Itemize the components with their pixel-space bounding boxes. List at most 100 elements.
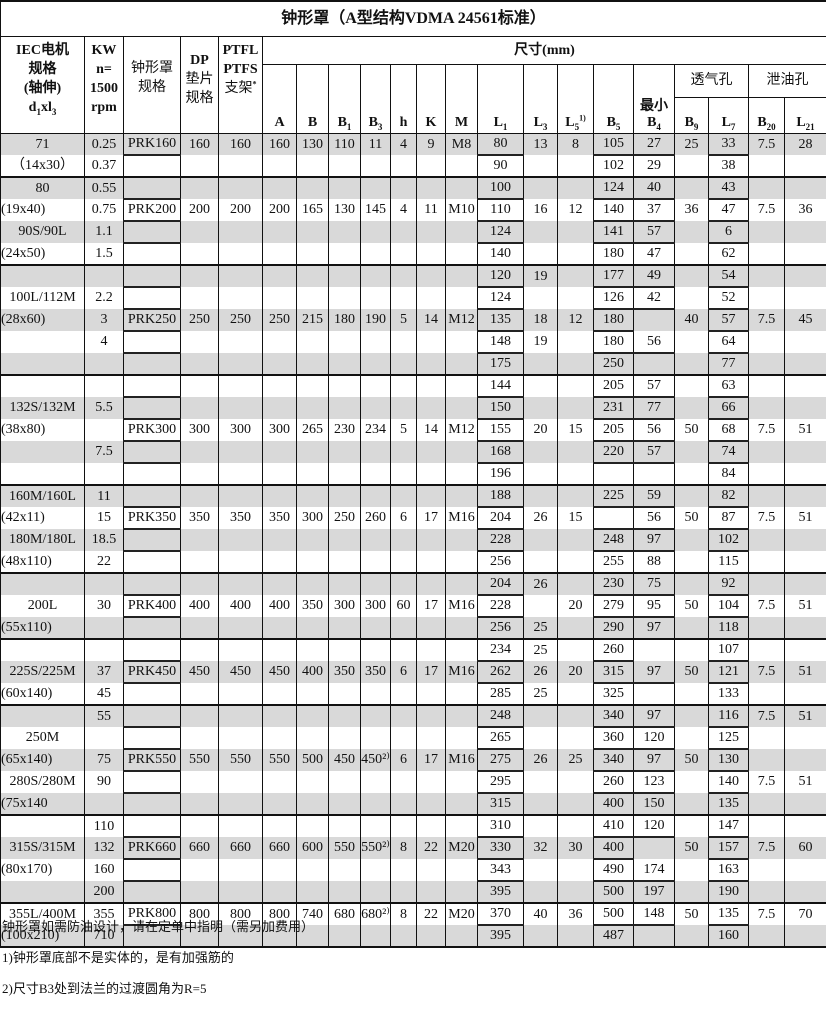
cell-b20 [749, 529, 785, 551]
cell-b9 [675, 485, 709, 507]
cell-kw: 2.2 [85, 287, 124, 309]
table-title: 钟形罩（A型结构VDMA 24561标准） [1, 1, 826, 37]
cell-b [297, 375, 329, 397]
cell-a: 300 [263, 419, 297, 441]
cell-l3: 25 [524, 683, 558, 705]
cell-dp [181, 815, 219, 837]
cell-m [446, 243, 478, 265]
header-bell-housing: 钟形罩规格 [124, 37, 181, 134]
cell-bell-housing [124, 177, 181, 199]
cell-b9 [675, 155, 709, 177]
cell-l3 [524, 287, 558, 309]
cell-h [391, 683, 417, 705]
cell-l3: 20 [524, 419, 558, 441]
cell-b3 [361, 815, 391, 837]
cell-bell-housing [124, 287, 181, 309]
cell-b4: 57 [634, 221, 675, 243]
cell-l7: 63 [709, 375, 749, 397]
cell-dp [181, 177, 219, 199]
cell-kw: 0.75 [85, 199, 124, 221]
cell-l21: 51 [785, 507, 826, 529]
cell-l5 [558, 551, 594, 573]
cell-l3 [524, 551, 558, 573]
cell-h: 6 [391, 749, 417, 771]
cell-b20 [749, 221, 785, 243]
cell-l7: 140 [709, 771, 749, 793]
cell-iec-motor: (60x140) [1, 683, 85, 705]
cell-b: 130 [297, 134, 329, 156]
cell-a [263, 551, 297, 573]
cell-b20 [749, 859, 785, 881]
cell-b20 [749, 815, 785, 837]
cell-dp [181, 353, 219, 375]
cell-l1: 168 [478, 441, 524, 463]
cell-b [297, 727, 329, 749]
cell-k [417, 265, 446, 287]
cell-m [446, 485, 478, 507]
cell-iec-motor [1, 441, 85, 463]
cell-b3 [361, 573, 391, 595]
cell-ptfl [219, 221, 263, 243]
cell-dp [181, 639, 219, 661]
cell-b1 [329, 177, 361, 199]
cell-m: M16 [446, 661, 478, 683]
cell-m [446, 155, 478, 177]
cell-b1: 110 [329, 134, 361, 156]
cell-b5 [594, 507, 634, 529]
cell-b5: 140 [594, 199, 634, 221]
cell-bell-housing: PRK450 [124, 661, 181, 683]
cell-l5: 20 [558, 595, 594, 617]
cell-l3: 40 [524, 903, 558, 925]
cell-b: 500 [297, 749, 329, 771]
cell-l7: 87 [709, 507, 749, 529]
cell-b1 [329, 617, 361, 639]
cell-bell-housing [124, 771, 181, 793]
cell-b5: 400 [594, 793, 634, 815]
cell-b1 [329, 771, 361, 793]
cell-b4: 95 [634, 595, 675, 617]
cell-b3 [361, 243, 391, 265]
cell-l1: 370 [478, 903, 524, 925]
cell-k [417, 683, 446, 705]
cell-l1: 155 [478, 419, 524, 441]
note-oilproof: 钟形罩如需防油设计，请在定单中指明（需另加费用） [2, 916, 314, 947]
cell-k [417, 815, 446, 837]
cell-b20: 7.5 [749, 903, 785, 925]
cell-b5: 255 [594, 551, 634, 573]
cell-ptfl: 200 [219, 199, 263, 221]
cell-l21 [785, 881, 826, 903]
cell-b [297, 155, 329, 177]
cell-m [446, 617, 478, 639]
cell-l7: 190 [709, 881, 749, 903]
header-col-b1: B1 [329, 65, 361, 134]
cell-b1 [329, 683, 361, 705]
cell-bell-housing [124, 353, 181, 375]
cell-h [391, 397, 417, 419]
cell-b4: 120 [634, 727, 675, 749]
cell-bell-housing [124, 529, 181, 551]
cell-b9 [675, 265, 709, 287]
cell-bell-housing [124, 815, 181, 837]
cell-kw [85, 375, 124, 397]
cell-l7: 82 [709, 485, 749, 507]
cell-b3 [361, 881, 391, 903]
cell-b20 [749, 243, 785, 265]
cell-ptfl [219, 705, 263, 727]
cell-iec-motor: 71 [1, 134, 85, 156]
cell-iec-motor: (24x50) [1, 243, 85, 265]
cell-b3 [361, 551, 391, 573]
cell-l7: 6 [709, 221, 749, 243]
cell-b1 [329, 881, 361, 903]
cell-l5 [558, 155, 594, 177]
cell-iec-motor: (28x60) [1, 309, 85, 331]
cell-b3 [361, 375, 391, 397]
cell-k [417, 221, 446, 243]
cell-b4: 123 [634, 771, 675, 793]
cell-l1: 256 [478, 617, 524, 639]
